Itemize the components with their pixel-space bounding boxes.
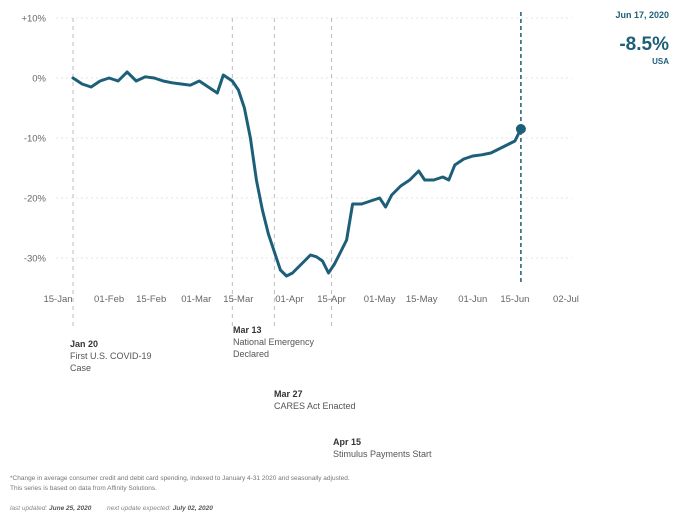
x-tick-label: 15-Feb [136,294,166,305]
update-info: last updated: June 25, 2020 next update … [10,505,213,512]
footnote: *Change in average consumer credit and d… [10,474,570,494]
y-tick-label: -30% [24,254,47,265]
current-value-point [515,124,526,134]
footnote-line: This series is based on data from Affini… [10,485,157,492]
x-tick-label: 01-Feb [94,294,124,305]
event-annotation: Mar 13 National Emergency Declared [233,324,331,360]
y-tick-label: +10% [21,14,46,25]
x-tick-label: 01-Mar [181,294,211,305]
x-tick-label: 15-Jan [43,294,72,305]
marker-layer [515,12,526,284]
last-updated-date: June 25, 2020 [49,505,92,512]
event-date: Apr 15 [333,437,362,447]
event-annotation: Mar 27 CARES Act Enacted [274,388,379,412]
x-tick-label: 15-Mar [223,294,253,305]
x-tick-label: 15-Apr [317,294,346,305]
x-tick-label: 02-Jul [553,294,579,305]
value-readout: Jun 17, 2020 -8.5% USA [615,10,669,66]
x-tick-label: 01-Jun [458,294,487,305]
y-tick-label: -20% [24,194,47,205]
y-tick-label: 0% [32,74,46,85]
event-date: Mar 27 [274,389,303,399]
x-tick-label: 15-May [406,294,438,305]
event-label: First U.S. COVID-19 Case [70,351,152,373]
readout-value: -8.5% [619,34,669,55]
footnote-line: *Change in average consumer credit and d… [10,475,350,482]
readout-date: Jun 17, 2020 [615,10,669,20]
last-updated-label: last updated: [10,505,48,512]
event-date: Mar 13 [233,325,262,335]
event-date: Jan 20 [70,339,99,349]
next-update-date: July 02, 2020 [172,505,213,512]
event-annotation: Apr 15 Stimulus Payments Start [333,436,473,460]
next-update-label: next update expected: [106,505,171,512]
event-annotation: Jan 20 First U.S. COVID-19 Case [70,338,175,374]
x-tick-label: 01-May [364,294,396,305]
grid-lines [56,17,572,259]
y-axis-ticks: +10% 0% -10% -20% -30% [21,14,46,265]
event-label: Stimulus Payments Start [333,449,432,459]
x-axis-ticks: 15-Jan 01-Feb 15-Feb 01-Mar 15-Mar 01-Apr 15-A… [43,294,578,305]
x-tick-label: 15-Jun [500,294,529,305]
series-layer [71,70,523,278]
readout-region: USA [652,57,669,66]
event-label: National Emergency Declared [233,337,315,359]
y-tick-label: -10% [24,134,47,145]
event-label: CARES Act Enacted [274,401,356,411]
x-tick-label: 01-Apr [275,294,304,305]
series-line-usa [71,70,523,278]
event-lines [72,18,333,330]
